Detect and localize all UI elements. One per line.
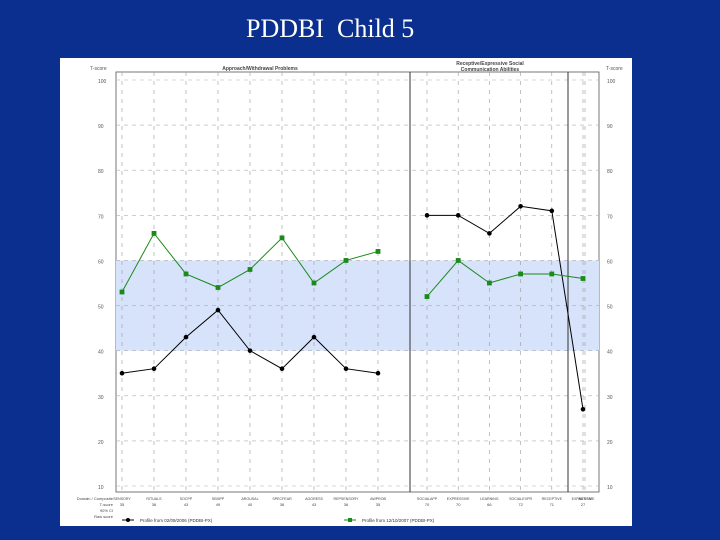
y-tick-label-right: 90 [607, 124, 613, 130]
table-tscore-cell: 35 [376, 502, 381, 507]
data-point-series-1 [279, 366, 285, 372]
data-point-series-2 [119, 289, 125, 295]
category-label: AUTISM [578, 497, 592, 501]
table-tscore-cell: 27 [581, 502, 586, 507]
y-tick-label-left: 100 [98, 79, 107, 85]
data-point-series-2 [247, 267, 253, 272]
category-label: AGGRESS [305, 497, 323, 501]
data-point-series-2 [151, 230, 157, 236]
category-label: EXPRESSIVE [572, 497, 595, 501]
legend-label: Profile from 02/09/2006 (PDDBI-PX) [140, 518, 213, 523]
panel-title: Communication Abilities [461, 67, 520, 73]
data-point-series-2 [311, 280, 317, 286]
category-label: AWPROB [370, 497, 386, 501]
table-tscore-cell: 70 [456, 502, 461, 507]
y-tick-label-left: 30 [98, 395, 104, 401]
y-tick-label-left: 70 [98, 214, 104, 220]
y-axis-label-right: T-score [606, 66, 623, 72]
y-tick-label-right: 70 [607, 214, 613, 220]
data-point-series-2 [549, 271, 555, 277]
y-tick-label-left: 60 [98, 259, 104, 265]
category-label: RITUALS [146, 497, 162, 501]
legend-swatch-marker [348, 518, 352, 522]
category-label: RECEPTIVE [542, 497, 563, 501]
y-tick-label-right: 60 [607, 259, 613, 265]
table-tscore-cell: 66 [487, 502, 492, 507]
panel-title: Receptive/Expressive Social [456, 61, 524, 67]
data-point-series-1 [375, 370, 381, 376]
category-label: SOCPP [180, 497, 193, 501]
y-tick-label-right: 100 [607, 79, 616, 85]
data-point-series-2 [215, 285, 221, 290]
table-tscore-cell: 72 [518, 502, 523, 507]
table-tscore-cell: 36 [344, 502, 349, 507]
y-tick-label-right: 20 [607, 440, 613, 446]
data-point-series-2 [518, 271, 523, 277]
data-point-series-2 [424, 294, 430, 299]
data-point-series-2 [580, 276, 586, 281]
table-tscore-cell: 35 [120, 502, 125, 507]
data-point-series-1 [455, 213, 461, 218]
table-tscore-cell: 70 [425, 502, 430, 507]
category-label: AROUSAL [241, 497, 258, 501]
table-row-label: Domain / Composite [77, 496, 114, 501]
legend-label: Profile from 12/10/2007 (PDDBI-PX) [362, 518, 435, 523]
table-tscore-cell: 49 [216, 502, 221, 507]
data-point-series-2 [343, 258, 349, 263]
table-tscore-cell: 40 [248, 502, 253, 507]
table-tscore-cell: 43 [312, 502, 317, 507]
category-label: SPECFEAR [272, 497, 292, 501]
data-point-series-2 [455, 258, 461, 263]
table-tscore-cell: 71 [550, 502, 555, 507]
y-tick-label-left: 90 [98, 124, 104, 130]
y-tick-label-right: 50 [607, 305, 613, 311]
series-line-2 [426, 259, 584, 297]
table-row-label: Raw score [94, 514, 114, 519]
category-label: LEARNING [480, 497, 499, 501]
category-label: SENSORY [113, 497, 131, 501]
y-tick-label-left: 20 [98, 440, 104, 446]
profile-chart: 10 10 20 20 30 30 40 40 50 50 60 60 70 70 80 80 90 90 100 1… [77, 61, 623, 523]
y-tick-label-right: 30 [607, 395, 613, 401]
data-point-series-1 [518, 204, 523, 209]
y-tick-label-left: 80 [98, 169, 104, 175]
data-point-series-1 [247, 348, 253, 353]
data-point-series-1 [487, 231, 492, 236]
data-point-series-2 [279, 235, 285, 241]
data-point-series-1 [215, 307, 221, 313]
category-label: SOCIALEXPR [509, 497, 532, 501]
table-tscore-cell: 43 [184, 502, 189, 507]
data-point-series-1 [580, 407, 586, 412]
y-axis-label-left: T-score [90, 66, 107, 72]
y-tick-label-right: 10 [607, 485, 613, 491]
y-tick-label-right: 40 [607, 350, 613, 356]
data-point-series-2 [183, 271, 189, 277]
y-tick-label-left: 50 [98, 305, 104, 311]
category-label: SOCIALAPP [417, 497, 438, 501]
data-point-series-1 [343, 366, 349, 372]
table-row-label: T-score [100, 502, 114, 507]
category-label: EXPRESSIVE [447, 497, 470, 501]
data-point-series-2 [375, 249, 381, 254]
panel-title: Approach/Withdrawal Problems [222, 66, 298, 72]
data-point-series-1 [549, 208, 555, 214]
y-tick-label-right: 80 [607, 169, 613, 175]
slide-title: PDDBI Child 5 [246, 14, 415, 43]
table-tscore-cell: 36 [280, 502, 285, 507]
category-label: REPSENSORY [334, 497, 360, 501]
table-row-label: 90% CI [100, 508, 113, 513]
data-point-series-1 [151, 366, 157, 372]
y-tick-label-left: 10 [98, 485, 104, 491]
table-tscore-cell: 36 [152, 502, 157, 507]
y-tick-label-left: 40 [98, 350, 104, 356]
data-point-series-1 [424, 213, 430, 218]
series-line-1 [427, 205, 584, 410]
data-point-series-2 [487, 280, 492, 286]
category-label: SEMPP [212, 497, 225, 501]
chart-panel: 10 10 20 20 30 30 40 40 50 50 60 60 70 70 80 80 90 90 100 1… [60, 58, 632, 526]
data-point-series-1 [183, 334, 189, 340]
data-point-series-1 [311, 334, 317, 340]
data-point-series-1 [119, 370, 125, 376]
legend-swatch-marker [126, 518, 130, 522]
